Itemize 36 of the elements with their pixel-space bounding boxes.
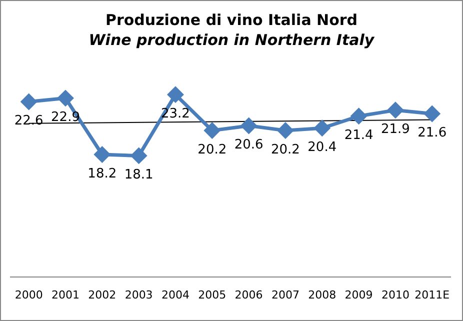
x-tick-label: 2010 bbox=[381, 288, 410, 302]
point bbox=[58, 90, 74, 106]
x-tick-label: 2006 bbox=[234, 288, 263, 302]
point bbox=[278, 122, 294, 138]
data-label: 20.6 bbox=[234, 138, 264, 153]
data-label: 20.2 bbox=[198, 142, 227, 158]
x-tick-label: 2011E bbox=[414, 288, 450, 302]
point bbox=[131, 148, 147, 164]
x-tick-label: 2008 bbox=[308, 288, 336, 302]
point bbox=[241, 118, 257, 134]
point bbox=[21, 94, 37, 110]
x-tick-label: 2007 bbox=[271, 288, 300, 302]
data-label: 22.6 bbox=[14, 114, 44, 129]
chart-title: Produzione di vino Italia Nord bbox=[104, 11, 359, 29]
data-label: 18.1 bbox=[124, 168, 154, 183]
data-label: 21.6 bbox=[418, 126, 447, 141]
x-tick-label: 2003 bbox=[124, 288, 153, 302]
x-tick-label: 2000 bbox=[14, 288, 43, 302]
data-label: 20.2 bbox=[270, 142, 300, 158]
point bbox=[314, 120, 330, 136]
point bbox=[388, 102, 404, 118]
x-tick-label: 2002 bbox=[88, 288, 116, 302]
data-label: 18.2 bbox=[88, 166, 117, 182]
point bbox=[351, 108, 367, 124]
point bbox=[424, 106, 440, 122]
chart-subtitle: Wine production in Northern Italy bbox=[88, 31, 376, 49]
x-tick-label: 2001 bbox=[51, 288, 80, 302]
x-tick-label: 2004 bbox=[161, 288, 190, 302]
x-tick-label: 2005 bbox=[198, 288, 226, 302]
x-tick-label: 2009 bbox=[344, 288, 373, 302]
data-label: 21.9 bbox=[380, 122, 410, 138]
point bbox=[94, 146, 110, 162]
data-label: 20.4 bbox=[308, 140, 337, 156]
point bbox=[168, 86, 184, 102]
data-label: 21.4 bbox=[344, 128, 374, 144]
point bbox=[204, 122, 220, 138]
